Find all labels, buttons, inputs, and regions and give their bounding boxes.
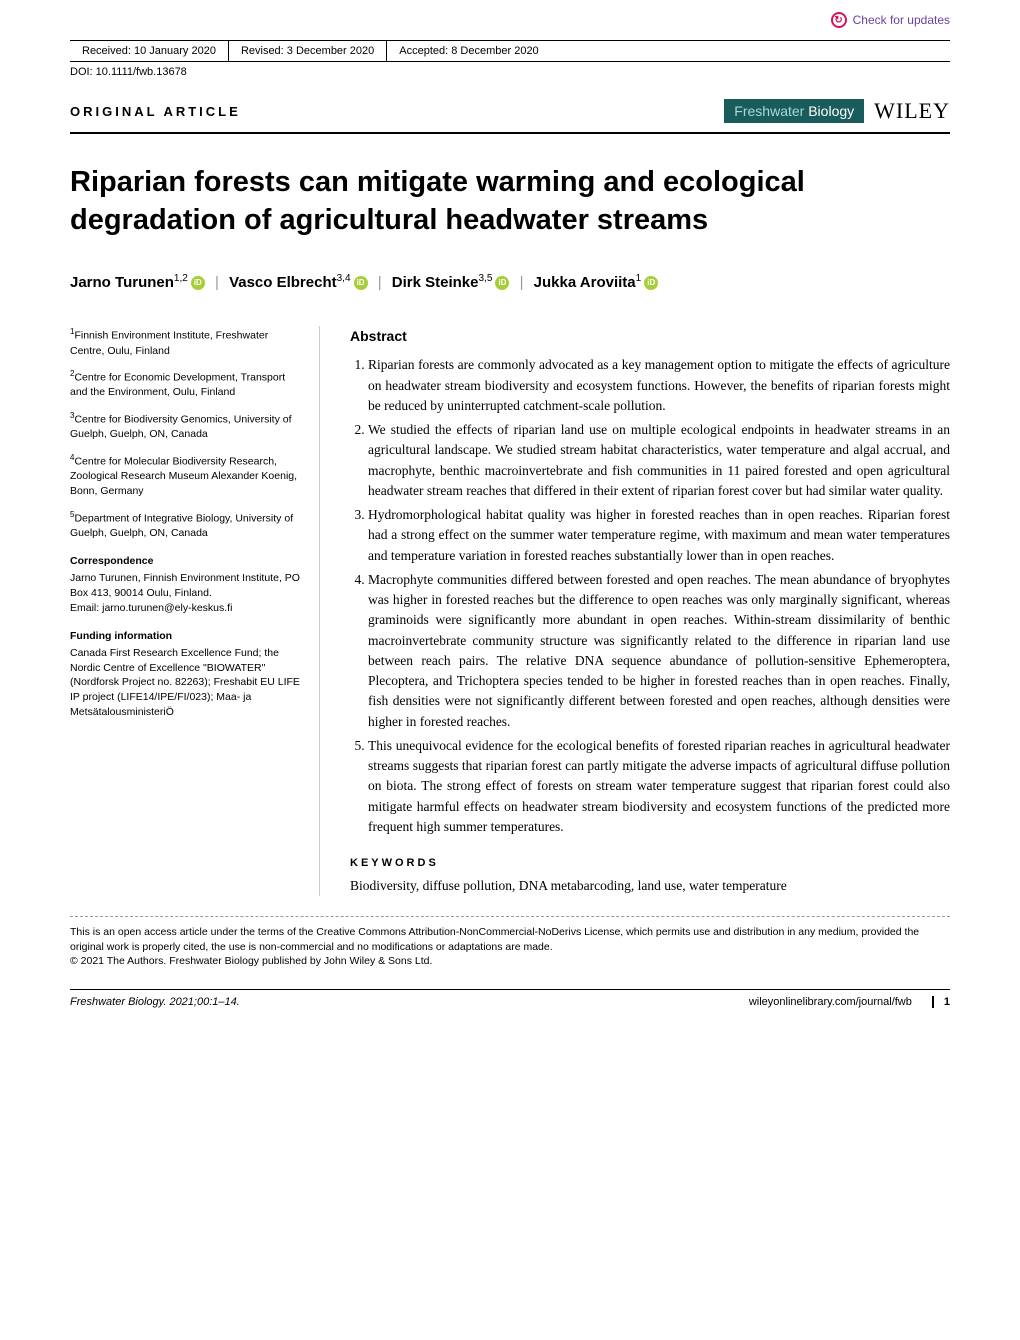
received-date: 10 January 2020 [134, 45, 216, 57]
affiliation-5-text: Department of Integrative Biology, Unive… [70, 512, 293, 539]
correspondence-text: Jarno Turunen, Finnish Environment Insti… [70, 571, 304, 600]
publisher-logo: WILEY [874, 98, 950, 124]
email-label: Email: [70, 602, 99, 614]
orcid-icon[interactable] [191, 276, 205, 290]
abstract-item: This unequivocal evidence for the ecolog… [368, 736, 950, 837]
accepted-date: 8 December 2020 [451, 45, 538, 57]
license-divider [70, 916, 950, 917]
article-type-row: ORIGINAL ARTICLE Freshwater Biology WILE… [70, 98, 950, 134]
author-4-affil: 1 [636, 273, 642, 284]
affiliation-2-text: Centre for Economic Development, Transpo… [70, 372, 285, 399]
sidebar-column: 1Finnish Environment Institute, Freshwat… [70, 326, 320, 896]
check-updates-icon: ↻ [831, 12, 847, 28]
doi-text: DOI: 10.1111/fwb.13678 [70, 62, 950, 98]
correspondence-heading: Correspondence [70, 554, 304, 569]
abstract-item: We studied the effects of riparian land … [368, 420, 950, 501]
abstract-heading: Abstract [350, 326, 950, 347]
correspondence-email-row: Email: jarno.turunen@ely-keskus.fi [70, 601, 304, 616]
author-list: Jarno Turunen1,2 | Vasco Elbrecht3,4 | D… [70, 269, 950, 296]
orcid-icon[interactable] [495, 276, 509, 290]
affiliation-4-text: Centre for Molecular Biodiversity Resear… [70, 456, 297, 497]
accepted-label: Accepted: [399, 45, 448, 57]
article-title: Riparian forests can mitigate warming an… [70, 164, 950, 239]
author-separator: | [520, 274, 524, 291]
author-1: Jarno Turunen [70, 274, 174, 291]
author-3-affil: 3,5 [479, 273, 493, 284]
article-dates-row: Received: 10 January 2020 Revised: 3 Dec… [70, 40, 950, 62]
author-separator: | [378, 274, 382, 291]
orcid-icon[interactable] [644, 276, 658, 290]
page-footer: Freshwater Biology. 2021;00:1–14. wileyo… [70, 989, 950, 1008]
revised-date: 3 December 2020 [287, 45, 374, 57]
revised-cell: Revised: 3 December 2020 [229, 41, 387, 61]
license-line1: This is an open access article under the… [70, 925, 950, 954]
author-3: Dirk Steinke [392, 274, 479, 291]
abstract-list: Riparian forests are commonly advocated … [350, 355, 950, 837]
author-separator: | [215, 274, 219, 291]
received-label: Received: [82, 45, 131, 57]
received-cell: Received: 10 January 2020 [70, 41, 229, 61]
author-2-affil: 3,4 [337, 273, 351, 284]
affiliation-4: 4Centre for Molecular Biodiversity Resea… [70, 452, 304, 499]
journal-branding: Freshwater Biology WILEY [724, 98, 950, 124]
page-number: 1 [932, 996, 950, 1008]
journal-name-badge: Freshwater Biology [724, 99, 864, 123]
affiliation-3-text: Centre for Biodiversity Genomics, Univer… [70, 414, 292, 441]
revised-label: Revised: [241, 45, 284, 57]
check-updates-badge[interactable]: ↻ Check for updates [831, 12, 950, 28]
keywords-heading: KEYWORDS [350, 855, 950, 872]
affiliation-1: 1Finnish Environment Institute, Freshwat… [70, 326, 304, 358]
abstract-item: Riparian forests are commonly advocated … [368, 355, 950, 416]
author-2: Vasco Elbrecht [229, 274, 337, 291]
check-updates-label: Check for updates [853, 13, 950, 27]
abstract-item: Macrophyte communities differed between … [368, 570, 950, 732]
footer-citation: Freshwater Biology. 2021;00:1–14. [70, 996, 240, 1008]
journal-bio: Biology [808, 103, 854, 119]
email-value[interactable]: jarno.turunen@ely-keskus.fi [102, 602, 232, 614]
funding-text: Canada First Research Excellence Fund; t… [70, 646, 304, 719]
footer-url[interactable]: wileyonlinelibrary.com/journal/fwb [749, 996, 912, 1008]
funding-heading: Funding information [70, 629, 304, 644]
article-type-label: ORIGINAL ARTICLE [70, 104, 241, 119]
license-block: This is an open access article under the… [70, 925, 950, 969]
keywords-text: Biodiversity, diffuse pollution, DNA met… [350, 876, 950, 896]
abstract-column: Abstract Riparian forests are commonly a… [350, 326, 950, 896]
author-4: Jukka Aroviita [534, 274, 636, 291]
abstract-item: Hydromorphological habitat quality was h… [368, 505, 950, 566]
affiliation-5: 5Department of Integrative Biology, Univ… [70, 509, 304, 541]
orcid-icon[interactable] [354, 276, 368, 290]
accepted-cell: Accepted: 8 December 2020 [387, 41, 550, 61]
license-line2: © 2021 The Authors. Freshwater Biology p… [70, 954, 950, 969]
affiliation-1-text: Finnish Environment Institute, Freshwate… [70, 330, 268, 357]
journal-fresh: Freshwater [734, 103, 804, 119]
affiliation-3: 3Centre for Biodiversity Genomics, Unive… [70, 410, 304, 442]
affiliation-2: 2Centre for Economic Development, Transp… [70, 368, 304, 400]
author-1-affil: 1,2 [174, 273, 188, 284]
